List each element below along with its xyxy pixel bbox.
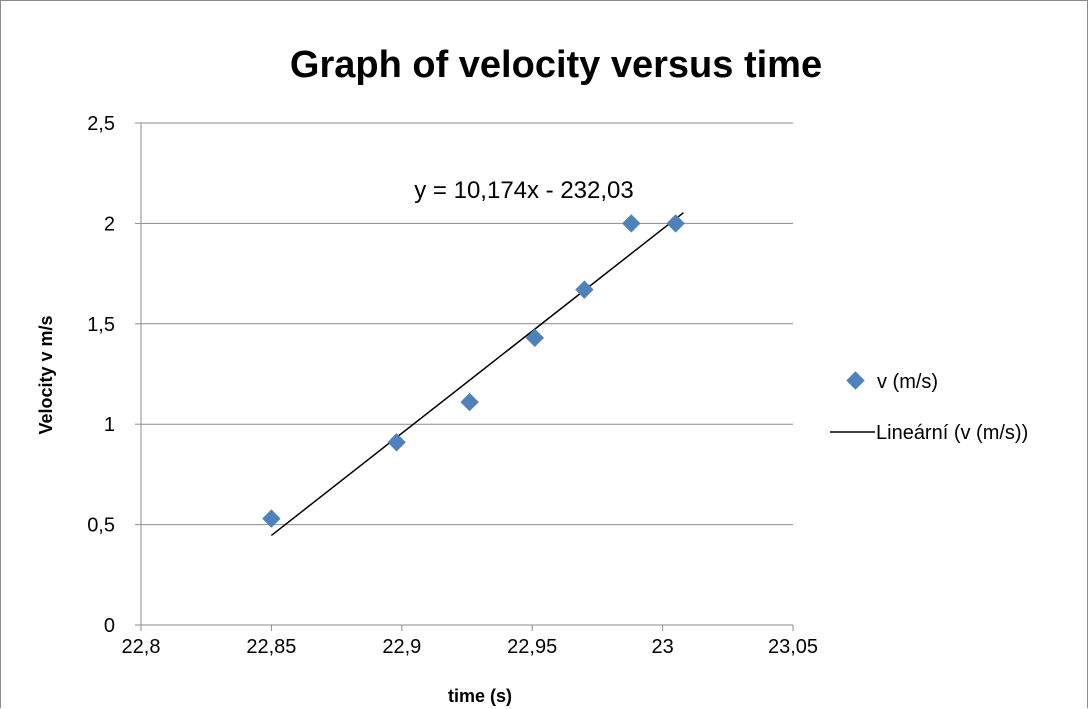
legend-series-label: v (m/s) — [877, 371, 938, 393]
x-tick-label: 22,95 — [507, 636, 557, 658]
data-point — [525, 328, 545, 348]
x-axis-label: time (s) — [448, 686, 512, 706]
trendline-equation: y = 10,174x - 232,03 — [414, 177, 634, 204]
data-point — [622, 214, 641, 233]
y-tick-label: 2,5 — [87, 113, 115, 135]
y-tick-label: 1 — [104, 414, 115, 436]
x-tick-label: 22,9 — [382, 636, 421, 658]
trendline-group — [270, 212, 684, 537]
legend-trendline-label: Lineární (v (m/s)) — [876, 422, 1028, 444]
data-point — [460, 392, 479, 412]
gridlines — [135, 122, 794, 631]
legend-marker-diamond — [846, 371, 865, 390]
trendline — [270, 212, 684, 537]
y-axis-label: Velocity v m/s — [36, 315, 56, 434]
x-tick-label: 23 — [651, 636, 673, 658]
data-point — [575, 280, 594, 299]
data-point — [387, 433, 406, 452]
data-point — [262, 509, 281, 528]
x-tick-label: 22,8 — [122, 636, 161, 658]
chart-title: Graph of velocity versus time — [290, 44, 822, 86]
data-point — [666, 214, 685, 233]
legend: v (m/s) Lineární (v (m/s)) — [830, 371, 1028, 444]
x-tick-labels: 22,8 22,85 22,9 22,95 23 23,05 — [122, 636, 819, 658]
y-tick-labels: 0 0,5 1 1,5 2 2,5 — [87, 113, 115, 637]
y-tick-label: 2 — [104, 213, 115, 235]
data-points — [262, 214, 685, 528]
x-tick-label: 23,05 — [768, 636, 818, 658]
y-tick-label: 0,5 — [87, 515, 115, 537]
y-tick-label: 0 — [104, 615, 115, 637]
x-tick-label: 22,85 — [246, 636, 296, 658]
y-tick-label: 1,5 — [87, 314, 115, 336]
